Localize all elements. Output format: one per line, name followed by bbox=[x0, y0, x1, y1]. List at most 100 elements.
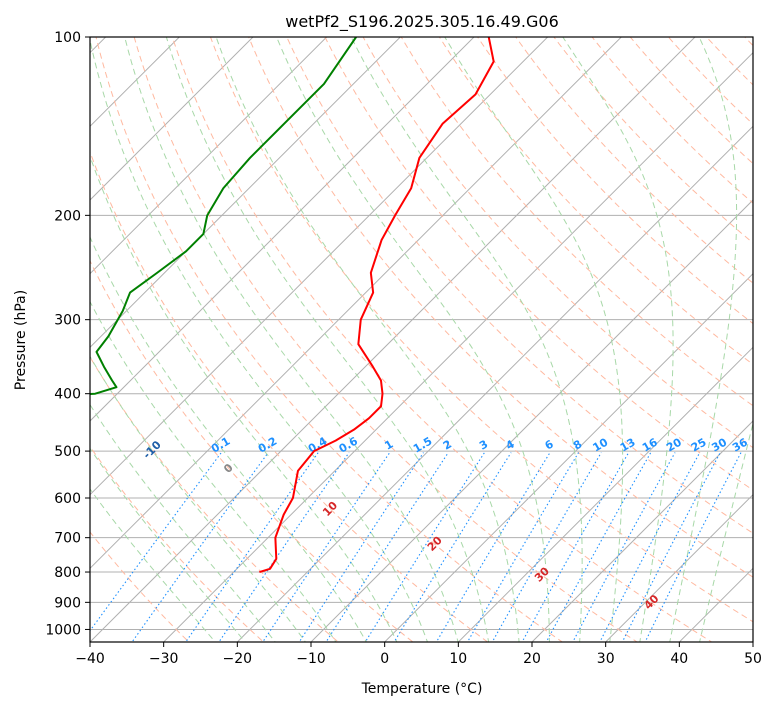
x-tick-label: 10 bbox=[449, 651, 467, 667]
y-tick-label: 800 bbox=[54, 565, 81, 581]
y-tick-label: 600 bbox=[54, 491, 81, 507]
moist-adiabat-line bbox=[90, 355, 307, 642]
isotherm-line bbox=[310, 199, 753, 642]
isotherm-line bbox=[90, 37, 475, 422]
dry-adiabat-line bbox=[760, 14, 775, 654]
moist-adiabat-line bbox=[90, 235, 367, 642]
moist-adiabat-line bbox=[215, 37, 520, 642]
mixing-ratio-label: 6 bbox=[543, 437, 556, 452]
x-tick-label: 40 bbox=[670, 651, 688, 667]
dry-adiabat-line bbox=[362, 37, 753, 449]
y-tick-label: 900 bbox=[54, 595, 81, 611]
moist-adiabat-line bbox=[90, 403, 276, 642]
temperature-profile-line bbox=[259, 37, 495, 573]
isotherm-line bbox=[90, 37, 254, 201]
isotherm-line bbox=[383, 272, 753, 642]
y-axis-title: Pressure (hPa) bbox=[13, 290, 29, 390]
mixing-ratio-label: 0.1 bbox=[209, 435, 232, 456]
plot-frame bbox=[89, 36, 754, 643]
moist-adiabat-line bbox=[350, 37, 583, 642]
mixing-ratio-line bbox=[262, 452, 391, 642]
x-tick-label: 50 bbox=[744, 651, 762, 667]
mixing-ratio-label: 1.5 bbox=[411, 435, 434, 456]
dry-adiabat-line bbox=[515, 37, 753, 284]
x-axis-title: Temperature (°C) bbox=[361, 681, 483, 697]
isotherm-line bbox=[678, 567, 753, 642]
x-tick-label: 20 bbox=[523, 651, 541, 667]
isotherm-line bbox=[90, 37, 696, 642]
isotherm-line bbox=[604, 493, 753, 642]
mixing-ratio-label: 10 bbox=[590, 435, 610, 454]
isotherm-line bbox=[90, 37, 623, 570]
dry-adiabat-line bbox=[171, 37, 713, 642]
moist-adiabat-line bbox=[444, 37, 624, 642]
dry-adiabat-line bbox=[90, 531, 190, 642]
dry-adiabat-label: 10 bbox=[320, 499, 340, 519]
y-tick-label: 300 bbox=[54, 313, 81, 329]
isotherm-line bbox=[90, 37, 402, 349]
isotherm-line bbox=[531, 420, 753, 642]
isotherm-line bbox=[90, 37, 181, 128]
moist-adiabat-line bbox=[90, 38, 429, 642]
moist-adiabat-line bbox=[699, 421, 753, 642]
mixing-ratio-line bbox=[545, 452, 652, 642]
isotherm-line bbox=[162, 51, 753, 642]
dry-adiabat-line bbox=[553, 37, 753, 244]
x-tick-label: −40 bbox=[75, 651, 105, 667]
dry-adiabat-line bbox=[743, 37, 753, 47]
mixing-ratio-line bbox=[644, 452, 742, 642]
line-labels: 0.10.20.40.611.52346810131620253036-100-… bbox=[141, 434, 751, 612]
mixing-ratio-label: 1 bbox=[382, 438, 395, 453]
dewpoint-profile-line bbox=[90, 37, 357, 396]
mixing-ratio-label: 2 bbox=[441, 438, 454, 453]
dry-adiabat-line bbox=[95, 37, 564, 642]
mixing-ratio-line bbox=[131, 452, 269, 642]
mixing-ratio-line bbox=[491, 452, 602, 642]
dry-adiabat-label: 40 bbox=[642, 592, 662, 612]
x-tick-label: −20 bbox=[223, 651, 253, 667]
moist-adiabat-line bbox=[124, 37, 459, 642]
chart-title: wetPf2_S196.2025.305.16.49.G06 bbox=[285, 12, 559, 32]
isotherm-line bbox=[90, 37, 549, 496]
y-tick-label: 200 bbox=[54, 208, 81, 224]
dry-adiabat-label: -10 bbox=[141, 438, 164, 461]
moist-adiabat-line bbox=[165, 37, 490, 642]
isotherm-line bbox=[0, 10, 59, 654]
x-tick-label: 30 bbox=[597, 651, 615, 667]
mixing-ratio-line bbox=[466, 452, 580, 642]
mixing-ratio-label: 30 bbox=[709, 435, 729, 454]
mixing-ratio-label: 25 bbox=[689, 436, 709, 455]
x-tick-label: −30 bbox=[149, 651, 179, 667]
isotherm-line bbox=[90, 37, 328, 275]
y-tick-label: 700 bbox=[54, 531, 81, 547]
mixing-ratio-label: 36 bbox=[730, 435, 750, 454]
moist-adiabat-line bbox=[90, 488, 216, 642]
moist-adiabat-line bbox=[669, 37, 738, 642]
x-tick-label: 0 bbox=[380, 651, 389, 667]
dry-adiabat-line bbox=[629, 37, 753, 165]
y-tick-label: 100 bbox=[54, 30, 81, 46]
dry-adiabat-line bbox=[286, 37, 753, 534]
mixing-ratio-line bbox=[218, 452, 350, 642]
profile-series bbox=[90, 37, 495, 573]
mixing-ratio-line bbox=[621, 452, 721, 642]
mixing-ratio-label: 4 bbox=[504, 437, 517, 452]
moist-adiabat-line bbox=[90, 447, 246, 642]
mixing-ratio-line bbox=[435, 452, 551, 642]
dry-adiabat-line bbox=[705, 37, 753, 86]
x-tick-label: −10 bbox=[296, 651, 326, 667]
moist-adiabat-line bbox=[276, 37, 550, 642]
dry-adiabat-line bbox=[209, 37, 753, 623]
dry-adiabat-line bbox=[667, 37, 753, 125]
dry-adiabat-line bbox=[438, 37, 753, 366]
dry-adiabat-line bbox=[591, 37, 753, 204]
mixing-ratio-label: 3 bbox=[477, 438, 490, 453]
isotherm-line bbox=[752, 641, 753, 642]
dry-adiabat-line bbox=[400, 37, 753, 407]
y-tick-label: 400 bbox=[54, 387, 81, 403]
axes: −40 −30 −20 −10 0 10 20 30 40 5010020030040050060… bbox=[45, 30, 762, 667]
mixing-ratio-line bbox=[521, 452, 630, 642]
mixing-ratio-line bbox=[90, 452, 222, 632]
dry-adiabat-line bbox=[248, 37, 753, 578]
dry-adiabat-label: 30 bbox=[532, 564, 552, 584]
